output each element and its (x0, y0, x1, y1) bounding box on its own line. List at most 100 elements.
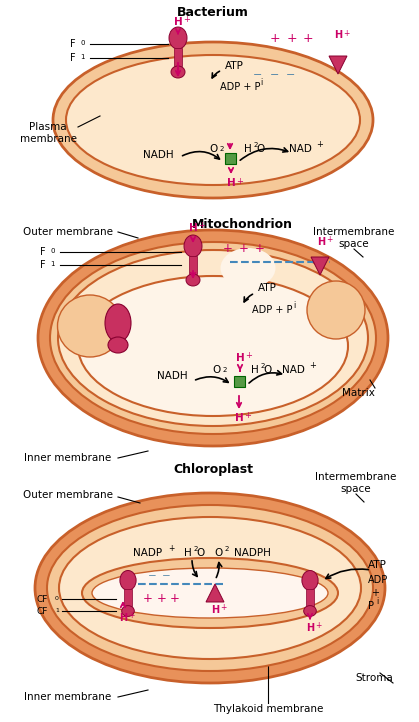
Text: Inner membrane: Inner membrane (24, 692, 111, 702)
Ellipse shape (66, 55, 360, 185)
Text: O: O (196, 548, 204, 558)
Polygon shape (329, 56, 347, 74)
Ellipse shape (35, 493, 385, 683)
Ellipse shape (92, 568, 328, 618)
Text: CF: CF (36, 606, 48, 615)
Ellipse shape (307, 281, 365, 339)
Text: H: H (235, 413, 243, 423)
Text: +: + (220, 604, 226, 612)
Text: i: i (376, 597, 378, 606)
Text: −: − (253, 70, 263, 80)
Text: O: O (212, 365, 220, 375)
Text: H: H (306, 623, 314, 633)
Bar (174, 48, 182, 66)
Text: +: + (316, 140, 323, 149)
Ellipse shape (105, 304, 131, 342)
Text: F: F (40, 247, 46, 257)
Text: NAD: NAD (289, 144, 311, 154)
Ellipse shape (82, 558, 338, 628)
Text: ADP + P: ADP + P (220, 82, 261, 92)
Text: O: O (256, 144, 264, 154)
Text: −: − (286, 70, 296, 80)
Text: +: + (245, 352, 252, 360)
Text: Intermembrane
space: Intermembrane space (316, 472, 397, 494)
Text: 1: 1 (55, 608, 59, 613)
Text: ATP: ATP (225, 61, 244, 71)
Text: +: + (168, 544, 174, 553)
Text: −: − (270, 70, 280, 80)
Bar (306, 589, 313, 606)
Text: +: + (303, 32, 313, 45)
Text: 0: 0 (55, 596, 59, 601)
Ellipse shape (171, 66, 185, 78)
Text: −: − (147, 571, 156, 581)
Text: Plasma
membrane: Plasma membrane (20, 122, 77, 144)
Text: Thylakoid membrane: Thylakoid membrane (213, 704, 323, 714)
Text: 1: 1 (50, 261, 54, 267)
Text: +: + (270, 32, 280, 45)
Text: 2: 2 (225, 546, 229, 552)
Text: 0: 0 (80, 40, 85, 46)
Text: 2: 2 (220, 146, 225, 152)
Text: Stroma: Stroma (355, 673, 393, 683)
Ellipse shape (57, 295, 122, 357)
Text: ADP + P: ADP + P (252, 305, 292, 315)
Text: NADH: NADH (157, 371, 187, 381)
Text: 1: 1 (80, 54, 85, 60)
Text: +: + (315, 622, 321, 630)
Text: NADPH: NADPH (233, 548, 270, 558)
Text: H: H (251, 365, 259, 375)
Text: +: + (170, 591, 180, 604)
Text: H: H (227, 178, 235, 188)
Text: +: + (244, 412, 251, 420)
Text: +: + (198, 222, 205, 230)
Text: Outer membrane: Outer membrane (23, 490, 113, 500)
Polygon shape (206, 584, 224, 602)
Bar (124, 589, 132, 606)
Text: F: F (40, 260, 46, 270)
Text: Matrix: Matrix (342, 388, 375, 398)
Text: H: H (173, 17, 182, 27)
Text: +: + (183, 15, 190, 25)
Polygon shape (311, 257, 329, 275)
Text: +: + (157, 591, 167, 604)
Text: H: H (334, 30, 342, 40)
Text: −: − (162, 571, 171, 581)
Ellipse shape (59, 517, 361, 659)
Text: ATP: ATP (258, 283, 277, 293)
Text: H: H (317, 237, 325, 247)
Text: Chloroplast: Chloroplast (173, 464, 253, 477)
Text: 2: 2 (261, 363, 265, 369)
Text: +: + (287, 32, 297, 45)
Ellipse shape (120, 570, 136, 591)
Ellipse shape (53, 42, 373, 198)
Ellipse shape (38, 230, 388, 446)
Ellipse shape (108, 337, 128, 353)
Text: +: + (236, 176, 243, 186)
Ellipse shape (220, 248, 276, 288)
Text: O: O (214, 548, 222, 558)
Text: NADP: NADP (133, 548, 163, 558)
Text: NADH: NADH (143, 150, 173, 160)
Text: H: H (184, 548, 192, 558)
Bar (189, 256, 197, 274)
Ellipse shape (50, 242, 376, 434)
Text: CF: CF (36, 594, 48, 604)
Text: 2: 2 (194, 546, 198, 552)
Ellipse shape (186, 274, 200, 286)
Text: F: F (70, 39, 76, 49)
Text: i: i (260, 78, 262, 87)
Text: H: H (235, 353, 244, 363)
Bar (225, 153, 236, 164)
Text: O: O (209, 144, 217, 154)
Ellipse shape (47, 505, 373, 671)
Text: P: P (368, 601, 374, 611)
Text: Mitochondrion: Mitochondrion (191, 219, 292, 232)
Text: Inner membrane: Inner membrane (24, 453, 111, 463)
Text: ADP: ADP (368, 575, 388, 585)
Text: +: + (326, 235, 332, 245)
Text: +: + (239, 243, 249, 256)
Ellipse shape (122, 606, 134, 617)
Text: Outer membrane: Outer membrane (23, 227, 113, 237)
Text: +: + (309, 361, 316, 370)
